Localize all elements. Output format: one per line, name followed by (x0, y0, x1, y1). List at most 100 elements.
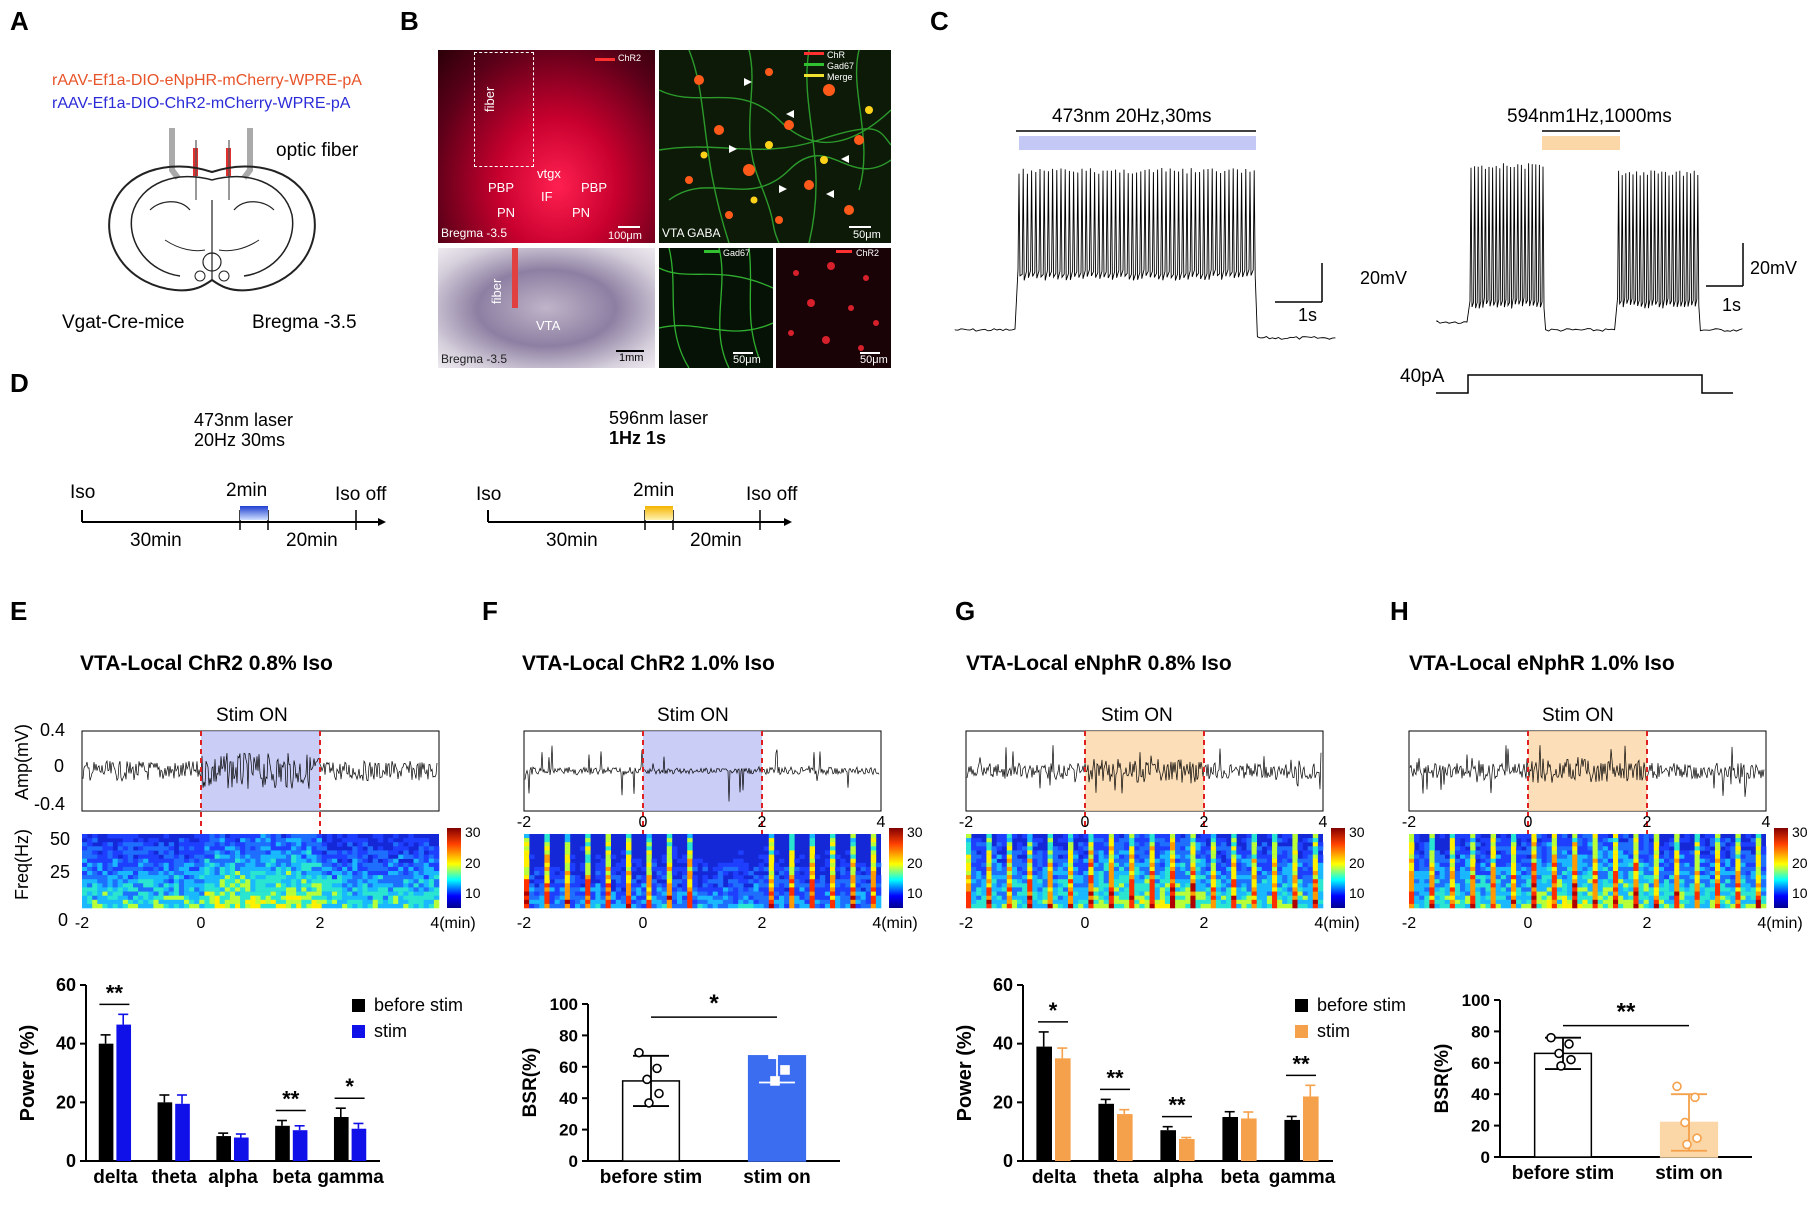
data-point (780, 1065, 790, 1075)
stim-on-g: Stim ON (1101, 705, 1173, 726)
spectrogram-cell (1572, 858, 1578, 864)
spectrogram-cell (1190, 862, 1196, 868)
spectrogram-cell (1185, 879, 1191, 884)
spectrogram-cell (1027, 899, 1033, 905)
spectrogram-cell (398, 903, 404, 909)
spectrogram-cell (1760, 903, 1767, 909)
spectrogram-cell (840, 858, 846, 864)
spectrogram-cell (1414, 883, 1420, 888)
spectrogram-cell (1292, 838, 1298, 843)
spectrogram-cell (331, 879, 338, 884)
spectrogram-cell (1597, 842, 1604, 847)
spectrogram-cell (418, 871, 424, 876)
spectrogram-cell (986, 842, 992, 847)
spectrogram-cell (342, 866, 348, 872)
spectrogram-cell (1108, 846, 1115, 851)
spectrogram-cell (122, 842, 129, 847)
spectrogram-cell (1073, 866, 1079, 872)
spectrogram-cell (1694, 903, 1700, 909)
spectrogram-cell (153, 862, 159, 868)
spectrogram-cell (1521, 842, 1527, 847)
spectrogram-cell (1057, 879, 1064, 884)
spectrogram-cell (1251, 891, 1257, 896)
spectrogram-cell (1307, 838, 1314, 843)
spectrogram-cell (870, 862, 877, 868)
spectrogram-cell (524, 854, 530, 859)
spectrogram-cell (311, 871, 317, 876)
bar-0 (1533, 1052, 1593, 1158)
spectrogram-cell (1062, 858, 1069, 864)
spectrogram-cell (1500, 891, 1507, 896)
spectrogram-cell (1001, 838, 1008, 843)
spectrogram-cell (1449, 846, 1456, 851)
spectrogram-cell (372, 891, 379, 896)
spectrogram-cell (362, 887, 368, 892)
spectrogram-cell (870, 866, 877, 872)
spectrogram-cell (1628, 858, 1634, 864)
spectrogram-cell (1740, 895, 1746, 901)
spectrogram-cell (1536, 899, 1542, 905)
spectrogram-cell (1572, 842, 1578, 847)
spectrogram-cell (605, 858, 611, 864)
spectrogram-cell (1154, 862, 1161, 868)
spectrogram-cell (1231, 858, 1237, 864)
spectrogram-cell (214, 866, 220, 872)
spectrogram-cell (1715, 883, 1721, 888)
micrograph-gad67: Gad67 50μm (659, 248, 773, 368)
spectrogram-cell (870, 854, 877, 859)
spectrogram-cell (1613, 871, 1619, 876)
spectrogram-cell (1205, 871, 1212, 876)
spectrogram-cell (1027, 891, 1033, 896)
spectrogram-cell (1088, 887, 1094, 892)
spectrogram-cell (1317, 879, 1324, 884)
spectrogram-cell (1444, 883, 1451, 888)
spectrogram-cell (1419, 858, 1425, 864)
spectrogram-cell (1144, 875, 1150, 880)
spectrogram-cell (433, 854, 440, 859)
spectrogram-cell (1414, 862, 1420, 868)
spectrogram-cell (1562, 871, 1568, 876)
spectrogram-cell (194, 854, 200, 859)
spectrogram-cell (148, 854, 154, 859)
spectrogram-cell (1449, 899, 1456, 905)
spectrogram-cell (661, 887, 668, 892)
spectrogram-cell (840, 899, 846, 905)
spectrogram-cell (1134, 875, 1140, 880)
spectrogram-cell (235, 842, 241, 847)
spectrogram-cell (1032, 875, 1038, 880)
spectrogram-cell (240, 887, 246, 892)
spectrogram-cell (819, 899, 826, 905)
spectrogram-cell (1485, 903, 1491, 909)
spectrogram-cell (569, 883, 576, 888)
spectrogram-cell (1720, 842, 1726, 847)
bar-delta-1 (116, 1024, 132, 1161)
spectrogram-cell (1679, 850, 1685, 855)
params-label-d2: 1Hz 1s (609, 428, 667, 448)
spectrogram-cell (840, 875, 846, 880)
spectrogram-cell (758, 879, 764, 884)
spectrogram-cell (1282, 891, 1288, 896)
virus-chr2-label: rAAV-Ef1a-DIO-ChR2-mCherry-WPRE-pA (52, 95, 351, 112)
spectrogram-cell (789, 899, 795, 905)
spectrogram-cell (850, 895, 856, 901)
spectrogram-cell (1643, 891, 1649, 896)
spectrogram-cell (413, 887, 419, 892)
spectrogram-cell (1694, 858, 1700, 864)
spectrogram-cell (1567, 846, 1573, 851)
spectrogram-cell (1562, 866, 1568, 872)
spectrogram-cell (178, 842, 185, 847)
spectrogram-cell (1180, 866, 1186, 872)
spectrogram-cell (1175, 871, 1181, 876)
spectrogram-cell (773, 883, 780, 888)
spectrogram-cell (1556, 838, 1563, 843)
sig-mark: ** (1106, 1065, 1124, 1090)
spectrogram-cell (768, 862, 775, 868)
spectrogram-cell (1454, 871, 1461, 876)
params-label-d1: 20Hz 30ms (194, 430, 286, 450)
spectrogram-cell (1597, 858, 1604, 864)
spectrogram-cell (1567, 854, 1573, 859)
spectrogram-cell (367, 850, 373, 855)
spectrogram-cell (189, 858, 195, 864)
spectrogram-cell (1185, 838, 1191, 843)
spectrogram-cell (1057, 899, 1064, 905)
